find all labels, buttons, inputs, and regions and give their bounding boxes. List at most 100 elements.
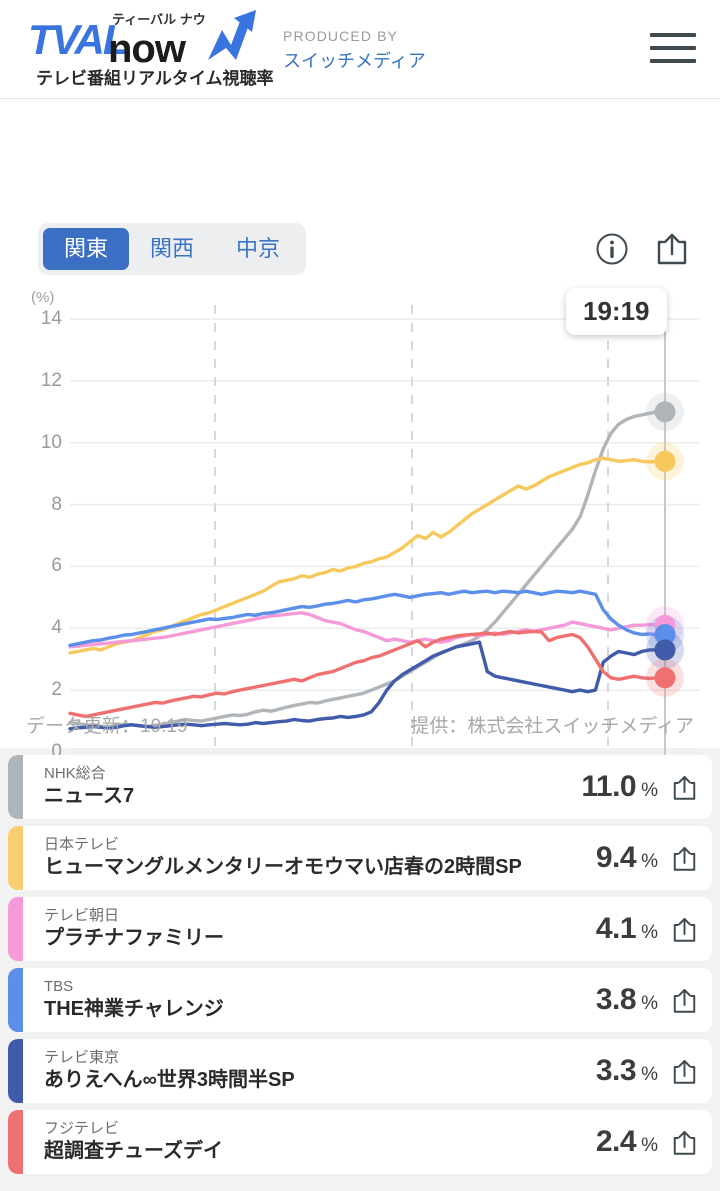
chart-plot-svg [68,305,700,766]
rating-value-group: 4.1% [596,912,658,946]
rating-value: 2.4 [595,1125,637,1158]
rating-value: 3.8 [595,983,637,1016]
share-icon[interactable] [654,231,690,267]
rating-unit: % [641,993,658,1014]
program-info: テレビ朝日プラチナファミリー [30,907,588,952]
rating-unit: % [641,1064,658,1085]
station-name: 日本テレビ [44,835,120,853]
svg-text:now: now [108,27,187,71]
share-icon[interactable] [671,773,698,802]
rating-value: 11.0 [581,770,637,803]
rating-unit: % [641,1135,658,1156]
rating-value-group: 3.8% [596,983,658,1017]
program-info: フジテレビ超調査チューズデイ [30,1120,588,1165]
y-tick-8: 8 [51,493,62,515]
station-name: NHK総合 [44,764,106,782]
tab-chukyo[interactable]: 中京 [236,236,281,261]
y-tick-4: 4 [51,617,62,639]
share-icon[interactable] [671,1057,698,1086]
rating-unit: % [641,922,658,943]
y-tick-14: 14 [40,308,62,329]
rating-value-group: 9.4% [596,841,658,875]
program-info: 日本テレビヒューマングルメンタリーオモウマい店春の2時間SP [30,836,588,881]
chart-footer: データ更新：19:19 提供：株式会社スイッチメディア [0,711,720,738]
program-row[interactable]: テレビ朝日 プラチナファミリー 4.1% [8,897,712,961]
rating-unit: % [641,780,658,801]
share-up-glyph [673,988,696,1013]
program-title: ヒューマングルメンタリーオモウマい店春の2時間SP [44,856,522,879]
program-title: ありえへん∞世界3時間半SP [44,1069,295,1092]
program-info: テレビ東京ありえへん∞世界3時間半SP [30,1049,588,1094]
program-row[interactable]: TBS THE神業チャレンジ 3.8% [8,968,712,1032]
program-ranking-list: NHK総合 ニュース7 11.0% 日本テレビ ヒューマングルメンタリーオモウマい店春の… [0,755,720,1181]
program-title: ニュース7 [44,785,135,808]
program-row[interactable]: NHK総合 ニュース7 11.0% [8,755,712,819]
share-icon[interactable] [671,844,698,873]
channel-color-bar [8,1110,23,1174]
svg-text:テレビ番組リアルタイム視聴率: テレビ番組リアルタイム視聴率 [36,68,274,88]
rating-value-group: 11.0% [581,770,658,804]
y-axis-unit: (%) [31,289,55,306]
hamburger-icon[interactable] [650,28,696,68]
app-header: ティーバル ナウ TVAL now テレビ番組リアルタイム視聴率 PRODUCE… [0,0,720,99]
region-tabs: 関東 関西 中京 [38,223,307,276]
produced-by-label: PRODUCED BY [283,28,399,44]
channel-color-bar [8,755,23,819]
program-row[interactable]: フジテレビ 超調査チューズデイ 2.4% [8,1110,712,1174]
tvalnow-logo[interactable]: ティーバル ナウ TVAL now テレビ番組リアルタイム視聴率 [26,8,276,90]
rating-unit: % [641,851,658,872]
share-icon[interactable] [671,986,698,1015]
share-up-glyph [673,917,696,942]
rating-value: 9.4 [595,841,637,874]
program-row[interactable]: テレビ東京 ありえへん∞世界3時間半SP 3.3% [8,1039,712,1103]
share-icon[interactable] [671,915,698,944]
share-up-glyph [673,1130,696,1155]
share-up-glyph [673,775,696,800]
hamburger-line-3 [650,59,696,63]
time-tooltip: 19:19 [566,288,667,335]
channel-color-bar [8,897,23,961]
tab-kansai[interactable]: 関西 [150,236,195,261]
info-circle-glyph [596,233,628,265]
data-provider-label: 提供：株式会社スイッチメディア [410,716,694,737]
program-title: 超調査チューズデイ [44,1140,223,1163]
hamburger-line-2 [650,46,696,50]
program-row[interactable]: 日本テレビ ヒューマングルメンタリーオモウマい店春の2時間SP 9.4% [8,826,712,890]
tab-kanto[interactable]: 関東 [43,228,130,271]
channel-color-bar [8,826,23,890]
channel-color-bar [8,968,23,1032]
producer-name: スイッチメディア [283,51,426,71]
y-tick-0: 0 [51,741,62,762]
data-updated-label: データ更新：19:19 [26,716,188,737]
info-icon[interactable] [595,232,629,266]
svg-text:TVAL: TVAL [28,16,127,63]
program-info: NHK総合ニュース7 [30,765,573,810]
y-axis-ticks: 14 12 10 8 6 4 2 0 [10,285,62,785]
program-title: プラチナファミリー [44,927,224,950]
program-title: THE神業チャレンジ [44,998,224,1021]
share-up-glyph [673,846,696,871]
station-name: テレビ東京 [44,1048,120,1066]
channel-color-bar [8,1039,23,1103]
rating-value-group: 3.3% [596,1054,658,1088]
share-up-glyph [657,233,687,265]
svg-text:ティーバル ナウ: ティーバル ナウ [112,12,206,27]
station-name: TBS [44,977,74,995]
rating-value-group: 2.4% [596,1125,658,1159]
y-tick-10: 10 [40,431,62,453]
station-name: テレビ朝日 [44,906,120,924]
share-up-glyph [673,1059,696,1084]
station-name: フジテレビ [44,1119,120,1137]
rating-value: 3.3 [595,1054,637,1087]
share-icon[interactable] [671,1128,698,1157]
program-info: TBS THE神業チャレンジ [30,978,588,1023]
y-tick-12: 12 [40,369,62,391]
y-tick-6: 6 [51,555,62,577]
hamburger-line-1 [650,33,696,37]
y-tick-2: 2 [51,679,62,701]
rating-value: 4.1 [595,912,637,945]
logo-artwork: ティーバル ナウ TVAL now テレビ番組リアルタイム視聴率 [28,10,274,88]
